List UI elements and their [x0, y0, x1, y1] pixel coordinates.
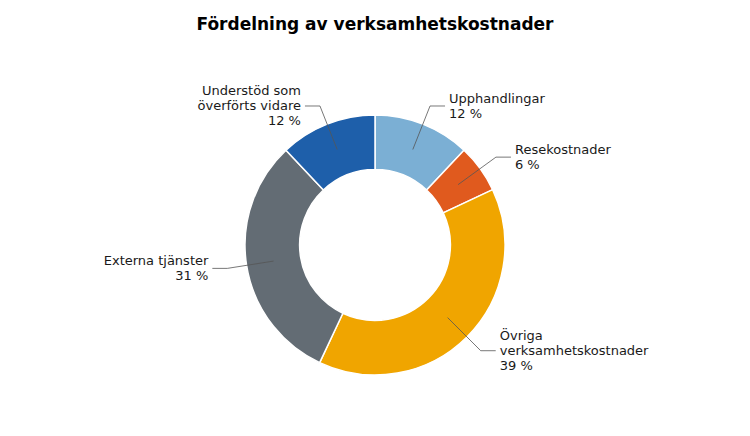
category-label-line: Resekostnader: [515, 142, 612, 157]
category-label: Understöd somöverförts vidare: [198, 83, 301, 113]
chart-svg: Fördelning av verksamhetskostnader Upphan…: [0, 0, 750, 436]
category-label-line: Övriga: [500, 327, 543, 343]
category-label: Resekostnader: [515, 142, 612, 157]
value-label: 12 %: [268, 113, 301, 128]
category-label-line: Upphandlingar: [449, 91, 545, 106]
slice: [320, 190, 505, 375]
labels: Upphandlingar12 %Resekostnader6 %Övrigav…: [104, 83, 649, 373]
leader-line: [305, 106, 337, 150]
leader-line: [458, 157, 511, 185]
leader-line: [212, 261, 273, 268]
leader-line: [413, 106, 445, 150]
value-label: 6 %: [515, 157, 540, 172]
category-label-line: Understöd som: [202, 83, 301, 98]
category-label-line: verksamhetskostnader: [500, 343, 649, 358]
category-label: Externa tjänster: [104, 253, 209, 268]
category-label: Upphandlingar: [449, 91, 545, 106]
category-label: Övrigaverksamhetskostnader: [500, 327, 649, 358]
value-label: 12 %: [449, 106, 482, 121]
slices: [245, 115, 505, 375]
category-label-line: överförts vidare: [198, 98, 301, 113]
leader-line: [448, 318, 496, 351]
category-label-line: Externa tjänster: [104, 253, 209, 268]
chart-container: Fördelning av verksamhetskostnader Upphan…: [0, 0, 750, 436]
value-label: 39 %: [500, 358, 533, 373]
value-label: 31 %: [175, 268, 208, 283]
title: Fördelning av verksamhetskostnader: [196, 14, 554, 34]
